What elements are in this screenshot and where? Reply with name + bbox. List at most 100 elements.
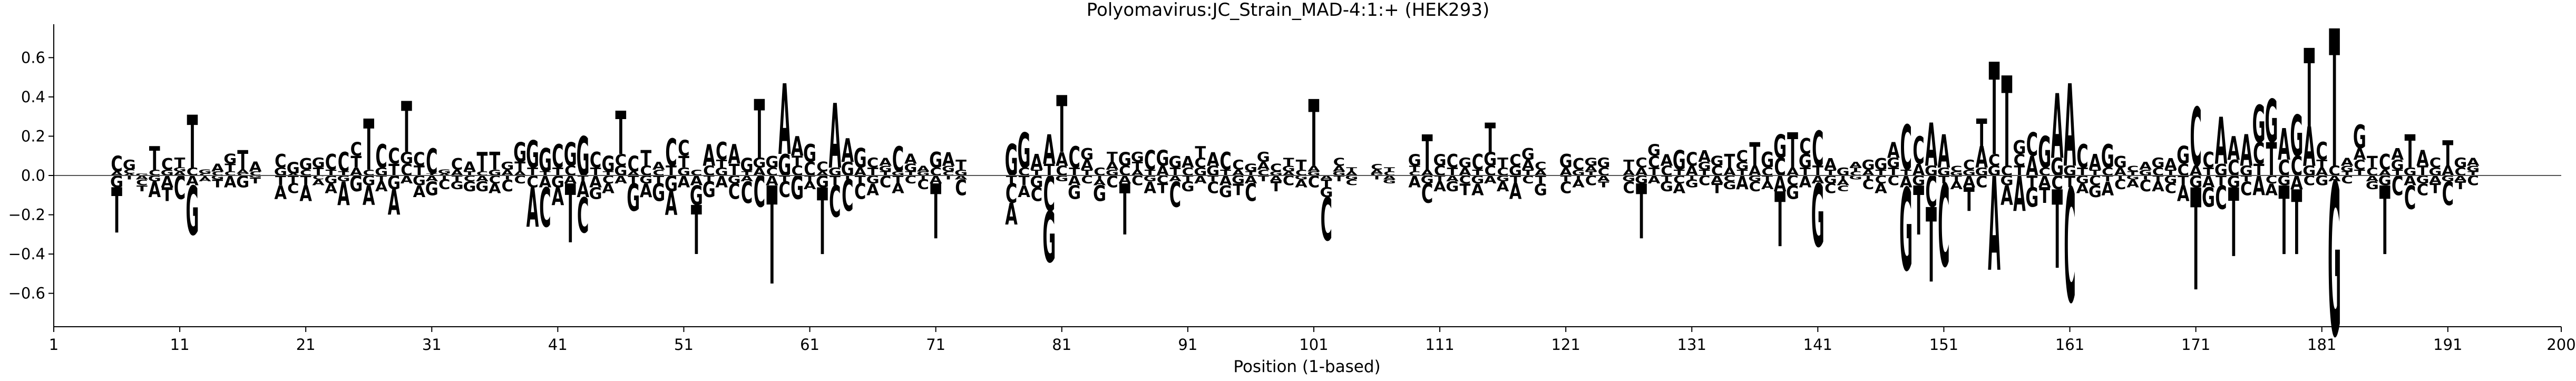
logo-letter-c: C (1787, 173, 1798, 189)
logo-letter-g: G (753, 155, 766, 171)
logo-letter-a: A (1257, 160, 1270, 173)
logo-letter-g: G (841, 158, 854, 180)
logo-letter-a: A (1118, 174, 1131, 187)
logo-letter-c: C (350, 138, 362, 160)
logo-letter-a: A (2278, 120, 2290, 170)
logo-letter-c: C (1119, 163, 1130, 179)
logo-letter-g: G (2076, 174, 2089, 187)
logo-letter-c: C (1673, 174, 1685, 187)
logo-letter-c: C (1270, 162, 1282, 174)
logo-letter-c: C (602, 174, 614, 187)
logo-letter-c: C (2442, 175, 2454, 213)
logo-letter-g: G (1332, 171, 1345, 177)
logo-letter-c: C (2215, 180, 2227, 217)
logo-letter-a: A (249, 159, 262, 175)
logo-letter-c: C (388, 144, 399, 169)
logo-letter-g: G (513, 137, 526, 168)
logo-letter-t: T (2241, 174, 2252, 183)
logo-letter-c: C (816, 159, 828, 175)
logo-letter-c: C (1724, 174, 1735, 183)
logo-letter-g: G (1320, 184, 1333, 200)
logo-letter-c: C (1661, 163, 1672, 179)
logo-letter-t: T (804, 174, 815, 183)
y-tick-label: 0.4 (21, 88, 45, 106)
logo-letter-a: A (766, 173, 778, 189)
logo-letter-c: C (2051, 172, 2063, 194)
logo-letter-c: C (111, 152, 122, 177)
logo-letter-t: T (1787, 123, 1798, 180)
logo-letter-g: G (2340, 164, 2354, 174)
logo-letter-a: A (375, 179, 388, 194)
logo-letter-g: G (1735, 160, 1749, 173)
logo-letter-a: A (2404, 173, 2416, 189)
logo-letter-g: G (1988, 163, 2001, 179)
logo-letter-c: C (476, 171, 488, 177)
logo-letter-g: G (891, 171, 904, 177)
logo-letter-a: A (514, 171, 526, 177)
logo-letter-t: T (414, 163, 425, 179)
logo-letter-g: G (2391, 157, 2404, 173)
logo-letter-a: A (2366, 174, 2379, 183)
logo-letter-t: T (199, 175, 210, 178)
logo-letter-g: G (451, 180, 464, 192)
logo-letter-c: C (1245, 179, 1256, 207)
logo-letter-t: T (464, 171, 475, 177)
logo-letter-g: G (123, 157, 136, 173)
x-axis-title: Position (1-based) (1233, 357, 1380, 376)
logo-letter-t: T (779, 174, 790, 183)
logo-letter-a: A (123, 173, 136, 177)
logo-letter-g: G (1874, 155, 1887, 174)
logo-letter-c: C (514, 174, 525, 187)
logo-letter-c: C (892, 140, 904, 180)
logo-letter-t: T (1485, 114, 1496, 161)
logo-letter-g: G (1168, 153, 1182, 172)
logo-letter-t: T (1321, 178, 1332, 190)
logo-letter-g: G (1282, 164, 1295, 174)
logo-letter-a: A (224, 173, 237, 191)
logo-letter-c: C (2127, 164, 2139, 174)
logo-letter-a: A (564, 174, 577, 187)
logo-letter-g: G (135, 173, 149, 177)
logo-letter-a: A (1812, 174, 1824, 187)
logo-letter-a: A (1585, 164, 1597, 174)
logo-letter-a: A (728, 139, 740, 170)
logo-letter-t: T (1258, 174, 1269, 183)
logo-letter-g: G (186, 172, 199, 251)
logo-letter-g: G (211, 174, 224, 181)
y-axis-ticks: −0.6 −0.4 −0.2 0.0 0.2 0.4 0.6 (8, 48, 54, 302)
logo-letter-a: A (438, 173, 451, 177)
logo-letter-c: C (502, 177, 513, 196)
logo-letter-a: A (337, 175, 350, 213)
logo-letter-g: G (1711, 153, 1724, 169)
logo-letter-c: C (628, 152, 639, 177)
logo-letter-a: A (740, 174, 753, 183)
logo-letter-t: T (1497, 155, 1509, 171)
logo-letter-g: G (337, 174, 350, 183)
logo-letter-g: G (501, 160, 514, 173)
logo-letter-t: T (792, 153, 803, 169)
logo-letter-c: C (313, 174, 324, 181)
logo-letter-c: C (2266, 174, 2277, 187)
logo-letter-t: T (1019, 173, 1030, 189)
logo-letter-c: C (678, 136, 689, 161)
logo-letter-a: A (2265, 181, 2278, 199)
x-tick-label: 101 (1299, 336, 1328, 354)
logo-letter-a: A (312, 178, 325, 188)
logo-letter-g: G (929, 148, 942, 173)
x-axis-ticks: 1 11 21 31 41 51 61 71 81 91 101 111 121 131 141 151 161… (49, 327, 2576, 354)
logo-letter-c: C (1812, 121, 1823, 178)
logo-letter-a: A (1925, 112, 1938, 180)
logo-letter-c: C (1938, 162, 1949, 293)
x-tick-label: 131 (1677, 336, 1706, 354)
logo-letter-c: C (1875, 174, 1887, 187)
logo-letter-g: G (1509, 163, 1522, 179)
logo-letter-g: G (223, 151, 237, 167)
logo-letter-g: G (236, 173, 249, 191)
logo-letter-c: C (918, 177, 929, 193)
logo-letter-a: A (1408, 173, 1421, 191)
logo-letter-a: A (602, 181, 614, 197)
logo-letter-a: A (2354, 145, 2366, 164)
x-tick-label: 21 (296, 336, 316, 354)
logo-letter-c: C (2202, 148, 2214, 173)
